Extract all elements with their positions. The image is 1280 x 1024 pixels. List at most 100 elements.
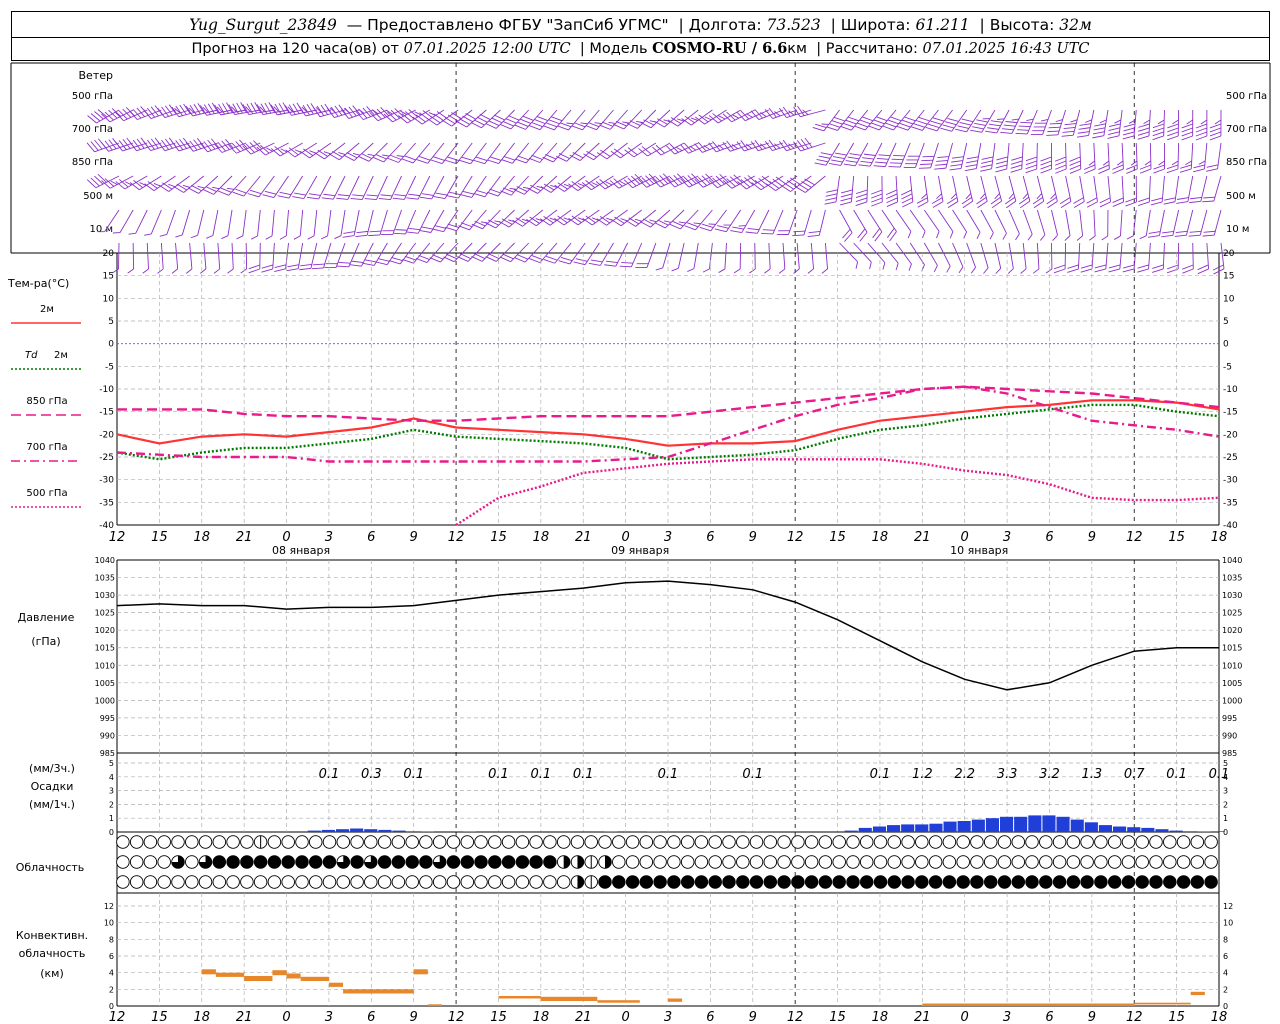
wind-barb — [1151, 242, 1165, 273]
wind-barb-feather — [203, 104, 211, 115]
wind-barb-feather — [995, 164, 1008, 169]
wind-barb-feather — [143, 109, 152, 119]
axis-bottom-hour-label: 6 — [1045, 1010, 1053, 1024]
wind-barb-feather — [1069, 156, 1081, 162]
cloud-symbol — [116, 875, 130, 889]
temp-tick-label-right: 10 — [1223, 294, 1235, 304]
wind-barb-shaft — [470, 142, 487, 165]
wind-barb-feather — [854, 125, 866, 131]
wind-barb-feather — [1080, 268, 1093, 273]
wind-barb-shaft — [922, 109, 939, 131]
wind-barb — [655, 242, 671, 271]
cloud-symbol-fill — [226, 855, 240, 869]
wind-barb — [265, 209, 275, 240]
wind-barb-feather — [1171, 160, 1179, 166]
wind-barb-feather — [334, 105, 343, 116]
wind-barb-feather — [1175, 230, 1188, 234]
wind-barb-shaft — [1199, 209, 1208, 236]
wind-barb-feather — [427, 118, 438, 126]
wind-barb-shaft — [1093, 142, 1096, 169]
wind-barb-feather — [264, 190, 277, 195]
wind-barb-feather — [1084, 119, 1093, 123]
wind-barb-feather — [568, 183, 579, 191]
wind-barb-feather — [1061, 134, 1074, 137]
wind-barb-feather — [540, 186, 552, 193]
wind-barb-feather — [287, 106, 294, 113]
wind-barb-shaft — [579, 142, 600, 161]
wind-barb — [779, 139, 812, 152]
cloud-symbol — [446, 875, 461, 889]
wind-barb-shaft — [146, 242, 149, 269]
wind-barb — [888, 142, 911, 168]
wind-barb — [456, 109, 487, 128]
wind-barb-feather — [1213, 268, 1225, 275]
wind-barb-feather — [955, 128, 967, 133]
axis-top-hour-label: 21 — [236, 530, 253, 545]
wind-barb-feather — [471, 223, 483, 230]
wind-barb-feather — [901, 119, 914, 125]
wind-barb-shaft — [867, 209, 883, 233]
cloud-symbol-fill — [722, 875, 736, 889]
wind-barb-feather — [118, 179, 129, 188]
wind-barb-feather — [364, 259, 377, 263]
wind-barb-feather — [698, 114, 709, 123]
cloud-symbol — [515, 875, 530, 889]
wind-barb-shaft — [553, 109, 572, 131]
wind-barb-feather — [487, 219, 499, 226]
cloud-symbol — [308, 875, 323, 889]
wind-barb-feather — [213, 268, 220, 274]
temp-tick-label-right: -30 — [1223, 476, 1238, 486]
wind-barb-feather — [849, 153, 862, 156]
wind-barb-feather — [568, 217, 579, 226]
wind-barb — [328, 142, 360, 161]
wind-barb-feather — [833, 116, 846, 122]
wind-barb-feather — [1108, 264, 1121, 269]
wind-barb — [1112, 142, 1124, 174]
wind-barb — [1020, 242, 1027, 274]
cloud-symbol — [612, 855, 626, 869]
wind-barb — [853, 242, 872, 270]
wind-barb-feather — [990, 196, 1001, 205]
cloud-symbol-fill — [447, 855, 460, 869]
wind-barb-feather — [1039, 234, 1046, 241]
wind-barb-feather — [377, 258, 390, 262]
wind-barb — [1202, 175, 1222, 203]
wind-barb-feather — [754, 109, 763, 119]
wind-barb-feather — [264, 102, 272, 114]
wind-barb-shaft — [178, 142, 204, 152]
wind-barb-shaft — [1190, 142, 1194, 169]
cloud-symbol — [129, 855, 144, 869]
wind-barb-feather — [774, 143, 781, 149]
wind-barb-shaft — [207, 142, 233, 153]
wind-barb-feather — [1034, 122, 1047, 124]
wind-barb — [761, 209, 784, 235]
wind-barb — [911, 109, 939, 131]
convective-tick-left: 12 — [104, 902, 114, 911]
temp-series-3 — [116, 385, 1220, 463]
wind-barb — [1101, 209, 1109, 241]
wind-barb-feather — [235, 141, 245, 151]
cloud-symbol — [432, 835, 447, 849]
wind-barb-feather — [754, 180, 765, 188]
wind-barb-feather — [557, 182, 568, 190]
cloud-symbol — [1176, 855, 1191, 869]
wind-barb — [671, 242, 685, 272]
wind-barb-feather — [1064, 235, 1071, 241]
wind-barb — [221, 209, 233, 240]
pressure-tick-left: 1010 — [95, 661, 115, 670]
wind-barb-feather — [608, 121, 616, 124]
wind-barb-shaft — [637, 109, 657, 129]
wind-barb-feather — [1000, 131, 1013, 134]
wind-barb-feather — [232, 103, 240, 115]
wind-barb-feather — [624, 149, 635, 158]
wind-barb-feather — [320, 104, 329, 115]
cloud-symbol-fill — [598, 875, 612, 889]
wind-barb-feather — [501, 218, 513, 225]
wind-barb-feather — [583, 153, 594, 161]
wind-barb-shaft — [482, 209, 501, 230]
wind-barb-feather — [249, 189, 262, 195]
wind-barb-feather — [1180, 164, 1192, 169]
legend-label: 2м — [54, 350, 68, 361]
axis-top-hour-label: 0 — [961, 530, 969, 545]
axis-bottom-hour-label: 15 — [829, 1010, 846, 1024]
